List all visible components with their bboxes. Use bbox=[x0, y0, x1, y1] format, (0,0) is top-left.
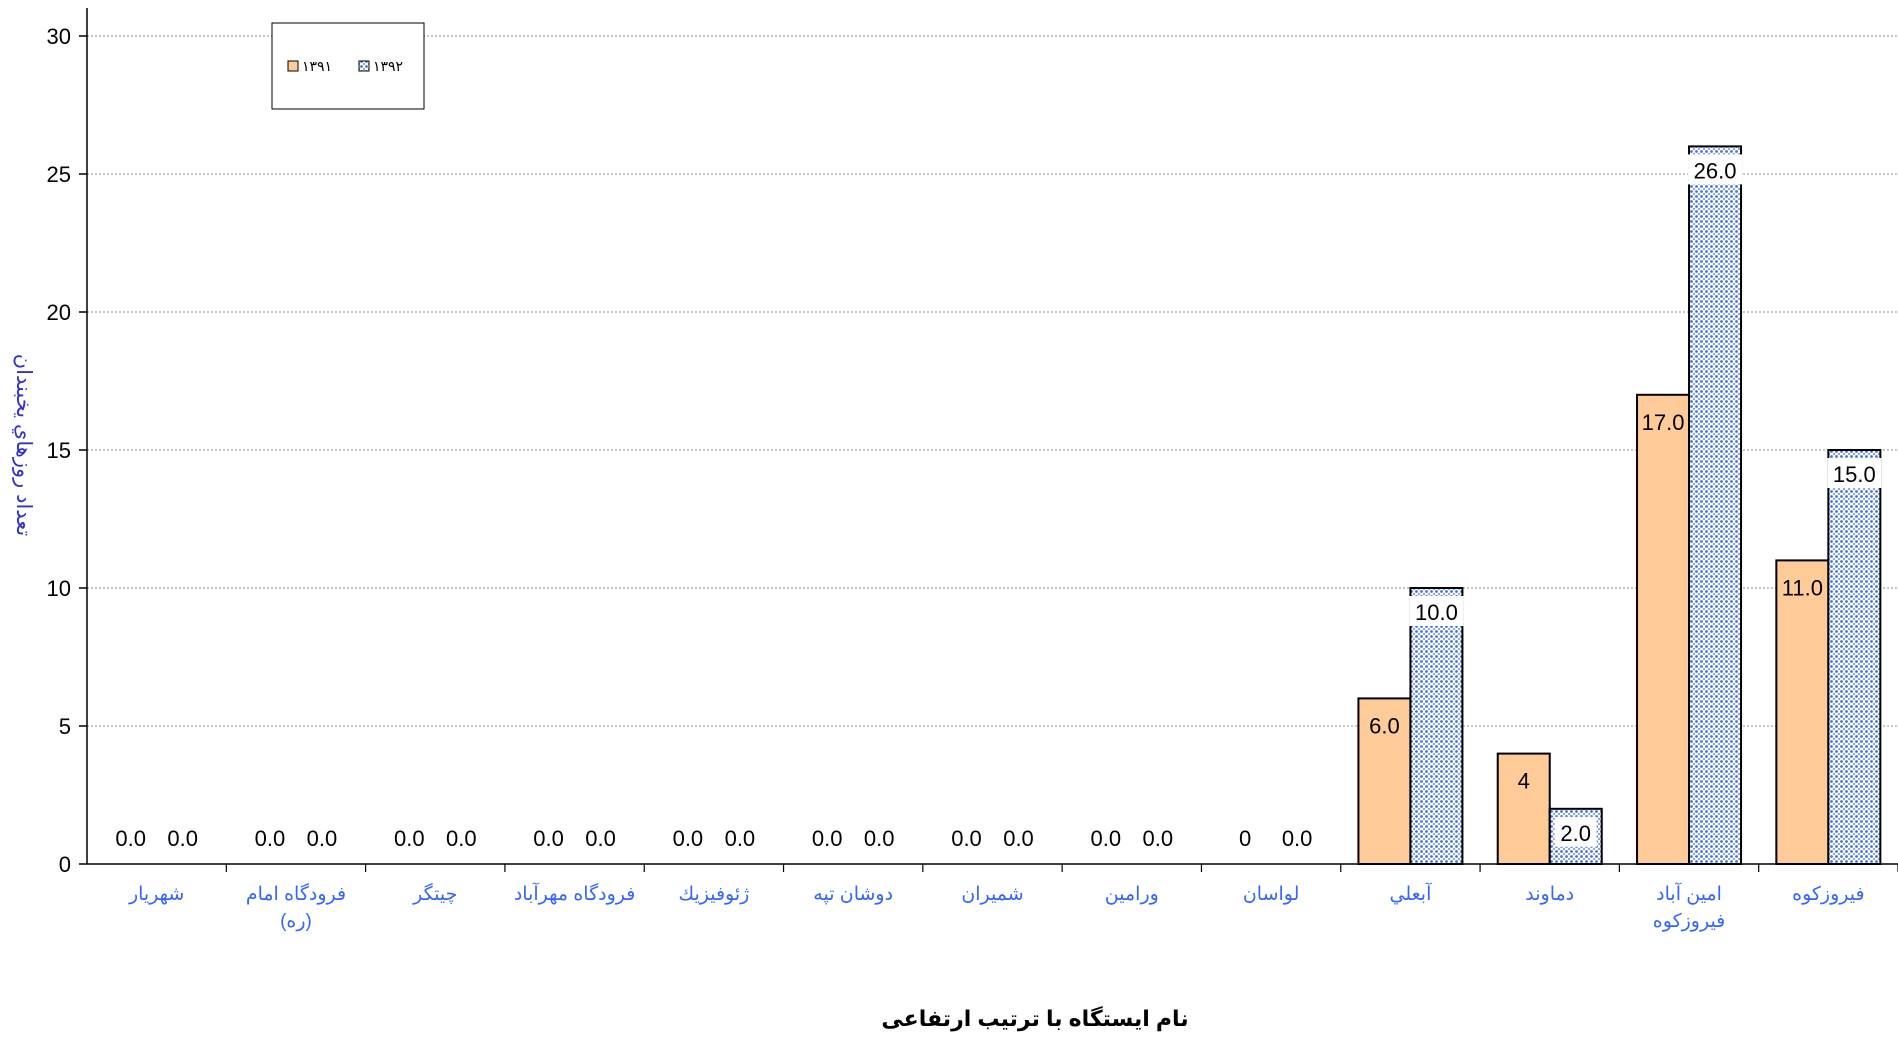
data-label: 2.0 bbox=[1560, 821, 1591, 846]
data-label: 0.0 bbox=[1091, 826, 1122, 851]
x-tick-label: دوشان تپه bbox=[813, 884, 893, 905]
x-tick-label: ورامين bbox=[1105, 884, 1159, 905]
bar-series2 bbox=[1409, 587, 1464, 865]
data-label: 0 bbox=[1239, 826, 1251, 851]
x-tick-label: فرودگاه مهرآباد bbox=[514, 881, 636, 905]
legend-label: ۱۳۹۲ bbox=[373, 58, 403, 74]
data-label: 6.0 bbox=[1369, 713, 1400, 738]
x-tick-label: فيروزكوه bbox=[1792, 884, 1864, 905]
bar-series1 bbox=[1775, 559, 1830, 866]
bars bbox=[1357, 145, 1882, 866]
y-tick-label: 10 bbox=[47, 576, 71, 601]
data-label: 0.0 bbox=[585, 826, 616, 851]
data-label: 17.0 bbox=[1642, 410, 1685, 435]
bar-series1 bbox=[1636, 393, 1691, 865]
x-tick-label: لواسان bbox=[1243, 884, 1300, 905]
data-label-bg bbox=[1688, 154, 1743, 185]
x-tick-label: ژئوفيزيك bbox=[678, 884, 749, 905]
y-tick-label: 20 bbox=[47, 300, 71, 325]
data-label: 15.0 bbox=[1833, 462, 1876, 487]
gridlines bbox=[87, 35, 1898, 727]
bar-series2 bbox=[1688, 145, 1743, 865]
y-tick-label: 25 bbox=[47, 162, 71, 187]
bar-series2 bbox=[1827, 449, 1882, 865]
x-tick-label: شهريار bbox=[128, 884, 184, 905]
data-label: 26.0 bbox=[1694, 158, 1737, 183]
data-label: 0.0 bbox=[167, 826, 198, 851]
x-tick-label: آبعلي bbox=[1389, 881, 1432, 905]
x-axis-title: نام ايستگاه با ترتيب ارتفاعی bbox=[881, 1005, 1188, 1032]
data-label: 0.0 bbox=[812, 826, 843, 851]
data-label: 4 bbox=[1518, 769, 1530, 794]
y-axis-title: تعداد روزهاي يخبندان bbox=[12, 354, 35, 537]
data-label: 0.0 bbox=[864, 826, 895, 851]
data-label-bg bbox=[1409, 596, 1464, 626]
data-label: 0.0 bbox=[446, 826, 477, 851]
y-tick-label: 15 bbox=[47, 438, 71, 463]
data-label: 0.0 bbox=[951, 826, 982, 851]
x-tick-label: (ره) bbox=[280, 911, 312, 932]
data-label: 0.0 bbox=[255, 826, 286, 851]
x-tick-label: دماوند bbox=[1525, 884, 1574, 905]
data-label: 0.0 bbox=[673, 826, 704, 851]
data-label: 0.0 bbox=[307, 826, 338, 851]
data-label: 0.0 bbox=[1143, 826, 1174, 851]
data-label-bg bbox=[1554, 816, 1597, 847]
legend-swatch bbox=[358, 60, 370, 72]
data-labels: 0.0 0.0 0.0 0.0 0.0 0.0 0.0 0.0 0.0 0.0 0.0 0.0 0.0 0… bbox=[115, 154, 1882, 851]
data-label: 0.0 bbox=[533, 826, 564, 851]
y-tick-label: 0 bbox=[59, 852, 71, 877]
y-tick-label: 5 bbox=[59, 714, 71, 739]
x-tick-label: امين آباد bbox=[1656, 881, 1722, 905]
legend-swatch bbox=[287, 60, 299, 72]
data-label: 0.0 bbox=[725, 826, 756, 851]
x-tick-label: فرودگاه امام bbox=[246, 882, 346, 905]
x-tick-label: چيتگر bbox=[412, 882, 457, 905]
data-label: 0.0 bbox=[394, 826, 425, 851]
legend: ۱۳۹۱ ۱۳۹۲ bbox=[271, 22, 425, 110]
data-label: 0.0 bbox=[1003, 826, 1034, 851]
y-tick-label: 30 bbox=[47, 24, 71, 49]
legend-label: ۱۳۹۱ bbox=[302, 58, 332, 74]
data-label-bg bbox=[1827, 458, 1882, 488]
data-label: 11.0 bbox=[1782, 575, 1823, 600]
data-label: 10.0 bbox=[1415, 600, 1458, 625]
axes: 0 5 10 15 20 25 30 شهريار فرودگاه امام (ره) چيتگر ف… bbox=[47, 8, 1898, 932]
x-tick-label: شميران bbox=[961, 884, 1023, 905]
x-tick-label: فيروزكوه bbox=[1653, 911, 1725, 932]
data-label: 0.0 bbox=[1282, 826, 1313, 851]
data-label: 0.0 bbox=[115, 826, 146, 851]
